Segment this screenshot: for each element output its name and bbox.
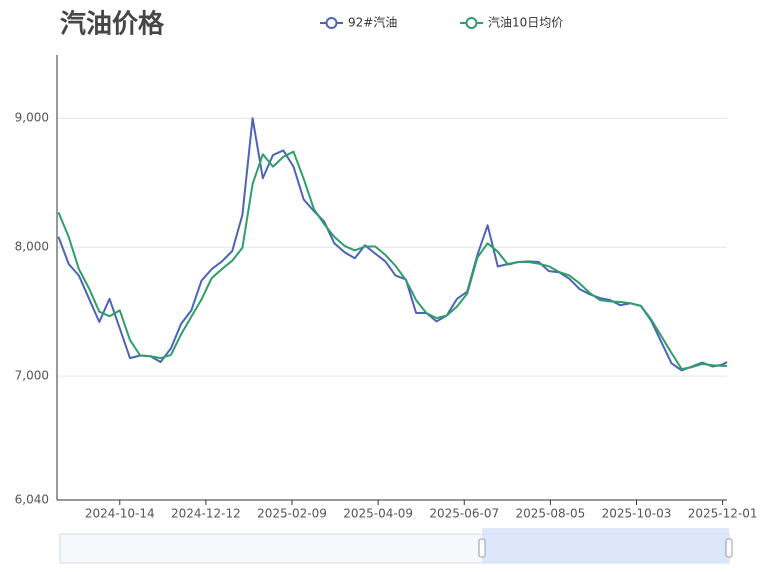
x-tick-label: 2025-04-09 bbox=[343, 507, 413, 521]
y-tick-label: 9,000 bbox=[15, 111, 49, 125]
x-tick-label: 2025-06-07 bbox=[429, 507, 499, 521]
x-tick-label: 2024-12-12 bbox=[171, 507, 241, 521]
zoom-handle[interactable] bbox=[725, 538, 733, 558]
y-tick-label: 7,000 bbox=[15, 369, 49, 383]
zoom-handle[interactable] bbox=[478, 538, 486, 558]
x-tick-label: 2024-10-14 bbox=[85, 507, 155, 521]
zoom-window[interactable] bbox=[482, 528, 729, 563]
y-tick-label: 6,040 bbox=[15, 493, 49, 507]
x-tick-label: 2025-12-01 bbox=[688, 507, 758, 521]
y-tick-label: 8,000 bbox=[15, 240, 49, 254]
legend-icon bbox=[325, 17, 338, 29]
data-zoom[interactable] bbox=[59, 528, 733, 564]
line bbox=[57, 150, 727, 371]
legend-label[interactable]: 92#汽油 bbox=[348, 15, 397, 30]
legend[interactable]: 92#汽油 汽油10日均价 bbox=[320, 15, 563, 30]
legend-icon bbox=[465, 17, 478, 29]
x-tick-label: 2025-08-05 bbox=[516, 507, 586, 521]
x-tick-label: 2025-02-09 bbox=[257, 507, 327, 521]
chart-title: 汽油价格 bbox=[60, 9, 165, 40]
line bbox=[57, 117, 728, 372]
x-tick-label: 2025-10-03 bbox=[602, 507, 672, 521]
legend-label[interactable]: 汽油10日均价 bbox=[488, 15, 563, 30]
